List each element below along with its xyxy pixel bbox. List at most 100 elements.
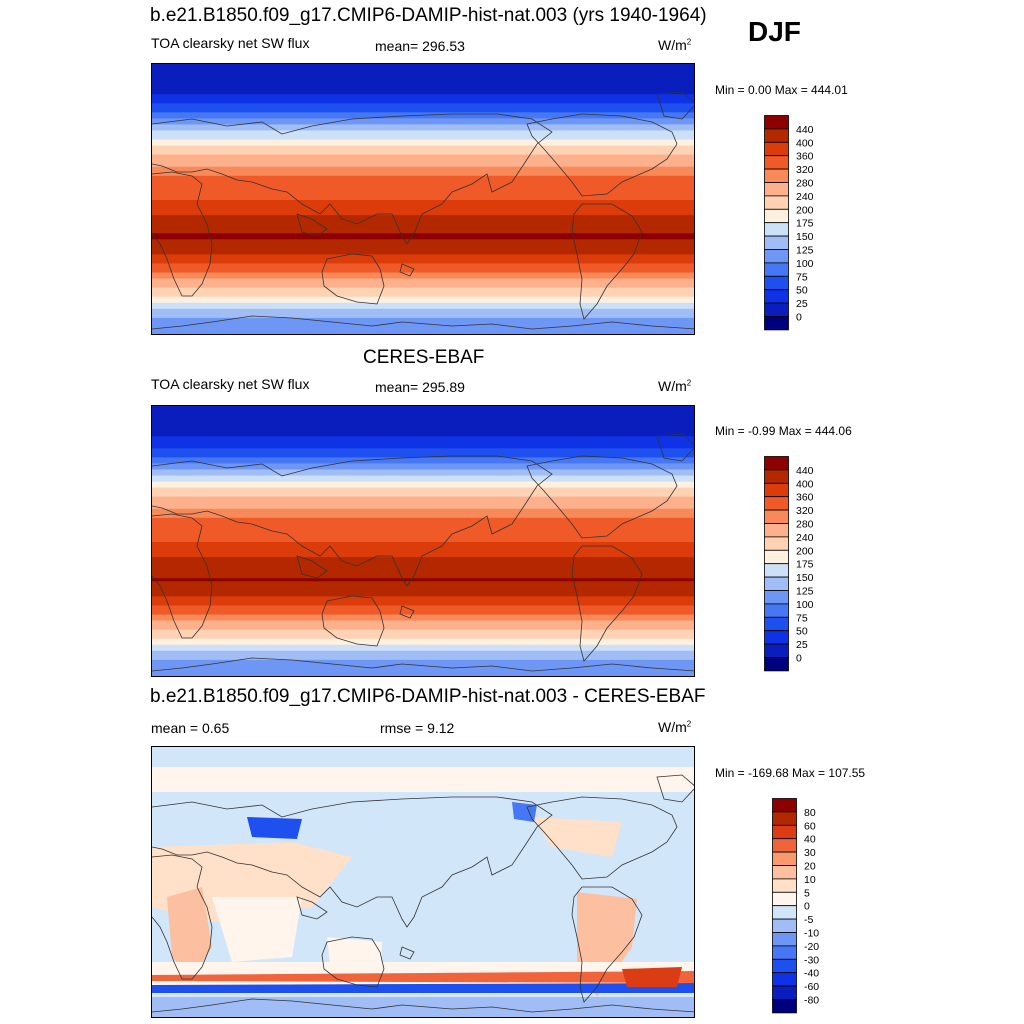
colorbar-box — [764, 509, 789, 524]
zonal-band — [152, 638, 694, 643]
zonal-band — [152, 418, 694, 422]
coastline — [152, 854, 213, 980]
zonal-band — [152, 466, 694, 471]
zonal-band — [152, 644, 694, 649]
zonal-band — [152, 668, 694, 673]
coastline — [152, 315, 694, 330]
zonal-band — [152, 136, 694, 141]
colorbar-box — [764, 128, 789, 143]
colorbar-tick-label: 240 — [796, 533, 814, 544]
zonal-band — [152, 221, 694, 225]
colorbar-box — [772, 878, 797, 893]
colorbar-box — [772, 851, 797, 866]
zonal-band — [152, 415, 694, 419]
zonal-band — [152, 100, 694, 104]
zonal-band — [152, 302, 694, 307]
zonal-band — [152, 166, 694, 171]
zonal-band — [152, 602, 694, 607]
zonal-band — [152, 118, 694, 123]
zonal-band — [152, 196, 694, 201]
colorbar-tick-label: 75 — [796, 272, 808, 283]
zonal-band — [152, 563, 694, 567]
zonal-band — [152, 412, 694, 416]
zonal-band — [152, 157, 694, 162]
zonal-band — [152, 463, 694, 468]
colorbar-box — [772, 958, 797, 974]
panel3-rmse: rmse = 9.12 — [380, 720, 455, 736]
colorbar-box — [772, 798, 797, 813]
diff-region — [622, 967, 682, 987]
colorbar-box — [764, 249, 789, 264]
zonal-band — [152, 281, 694, 286]
colorbar-box — [764, 289, 789, 304]
zonal-band — [152, 88, 694, 92]
colorbar-tick-label: 40 — [804, 835, 816, 846]
zonal-band — [152, 635, 694, 640]
colorbar-tick-label: 175 — [796, 219, 814, 230]
zonal-band — [152, 517, 694, 522]
zonal-band — [152, 662, 694, 667]
panel1-units: W/m2 — [658, 37, 692, 53]
colorbar-tick-label: 280 — [796, 178, 814, 189]
zonal-band — [152, 94, 694, 98]
zonal-band — [152, 209, 694, 213]
coastline — [321, 253, 385, 305]
colorbar-box — [772, 972, 797, 987]
zonal-band — [152, 329, 694, 334]
zonal-band — [152, 499, 694, 504]
colorbar-tick-label: 240 — [796, 192, 814, 203]
colorbar-box — [764, 563, 789, 578]
panel3-colorbar: 80 60 40 30 20 10 5 0 -5 -10 -20 -30 -40 -60 -80 — [772, 798, 842, 1019]
colorbar-tick-label: -5 — [804, 915, 813, 926]
colorbar-tick-label: 440 — [796, 466, 814, 477]
colorbar-tick-label: -20 — [804, 942, 819, 953]
zonal-band — [152, 67, 694, 71]
colorbar-box — [764, 182, 789, 197]
colorbar-box — [764, 316, 789, 331]
colorbar-tick-label: 150 — [796, 573, 814, 584]
zonal-band — [152, 293, 694, 298]
zonal-band — [152, 178, 694, 183]
diff-region — [212, 897, 302, 962]
panel1-mean: mean= 296.53 — [375, 38, 465, 54]
zonal-band — [152, 514, 694, 519]
zonal-band — [152, 64, 694, 68]
zonal-band — [152, 142, 694, 147]
zonal-band — [152, 254, 694, 259]
colorbar-box — [764, 168, 789, 183]
colorbar-tick-label: 400 — [796, 479, 814, 490]
zonal-band — [152, 490, 694, 495]
diff-region — [247, 817, 302, 839]
colorbar-box — [764, 469, 789, 484]
panel2-units: W/m2 — [658, 378, 692, 394]
colorbar-tick-label: 360 — [796, 152, 814, 163]
panel3-mean: mean = 0.65 — [151, 720, 230, 736]
coastline — [526, 455, 678, 539]
colorbar-tick-label: -60 — [804, 982, 819, 993]
zonal-band — [152, 224, 694, 228]
zonal-band — [152, 260, 694, 265]
zonal-band — [152, 596, 694, 601]
diff-region — [512, 802, 537, 822]
zonal-band — [152, 433, 694, 437]
colorbar-box — [764, 657, 789, 672]
colorbar-tick-label: -40 — [804, 969, 819, 980]
colorbar-box — [764, 536, 789, 551]
zonal-band — [152, 323, 694, 328]
zonal-band — [152, 215, 694, 219]
coastline — [571, 203, 643, 320]
zonal-band — [152, 233, 694, 237]
zonal-band — [152, 133, 694, 138]
coastline — [152, 998, 694, 1013]
zonal-band — [152, 529, 694, 534]
panel1-map — [151, 63, 695, 335]
panel2-colorbar: 440 400 360 320 280 240 200 175 150 125 100 75 50 25 0 — [764, 456, 834, 677]
colorbar-box — [764, 603, 789, 618]
zonal-band — [152, 623, 694, 628]
zonal-band — [152, 542, 694, 546]
zonal-band — [152, 674, 694, 676]
zonal-band — [152, 493, 694, 498]
coastline — [656, 433, 694, 462]
coastline — [656, 91, 694, 120]
diff-region — [152, 983, 694, 993]
